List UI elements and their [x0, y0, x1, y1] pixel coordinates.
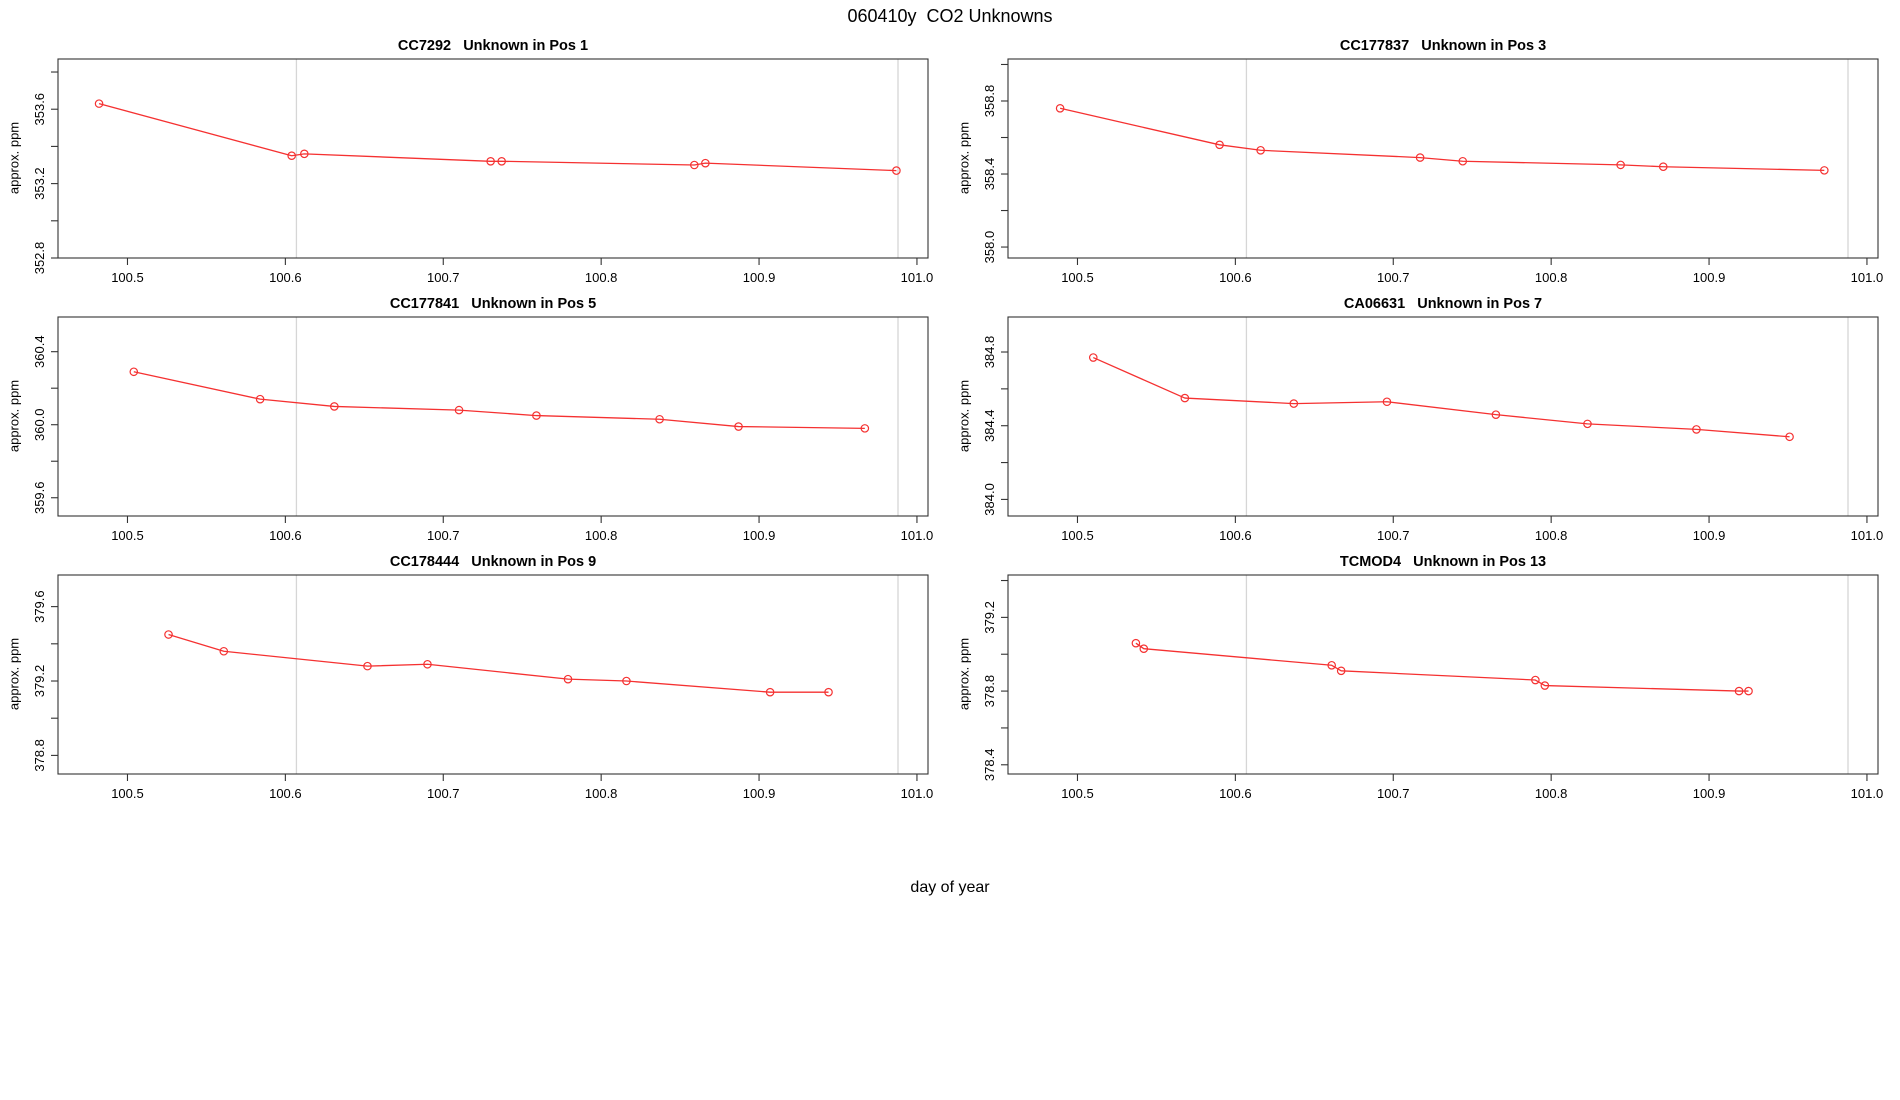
figure-title: 060410y CO2 Unknowns [847, 6, 1053, 26]
svg-text:101.0: 101.0 [1851, 528, 1884, 543]
svg-text:100.6: 100.6 [269, 786, 302, 801]
svg-text:100.6: 100.6 [1219, 786, 1252, 801]
svg-text:358.0: 358.0 [982, 231, 997, 264]
svg-text:100.9: 100.9 [1693, 528, 1726, 543]
svg-text:100.7: 100.7 [427, 528, 460, 543]
svg-text:101.0: 101.0 [901, 786, 934, 801]
svg-text:360.0: 360.0 [32, 408, 47, 441]
panel-pos1-ylabel: approx. ppm [6, 121, 22, 195]
svg-text:353.6: 353.6 [32, 93, 47, 126]
panel-pos3-plot: 100.5 100.6 100.7 100.8 100.9 101.0 358.0 358.4… [982, 58, 1884, 285]
svg-text:379.6: 379.6 [32, 590, 47, 623]
panel-pos3-ylabel: approx. ppm [956, 121, 972, 195]
svg-text:100.8: 100.8 [1535, 528, 1568, 543]
svg-text:100.9: 100.9 [743, 270, 776, 285]
panel-pos1-title: CC7292 Unknown in Pos 1 [397, 38, 589, 54]
svg-text:100.9: 100.9 [743, 528, 776, 543]
svg-text:100.7: 100.7 [427, 270, 460, 285]
svg-text:100.6: 100.6 [269, 270, 302, 285]
panel-pos13: 100.5 100.6 100.7 100.8 100.9 101.0 378.4 378.8… [950, 546, 1900, 809]
svg-text:379.2: 379.2 [32, 665, 47, 698]
svg-text:100.6: 100.6 [1219, 270, 1252, 285]
panel-pos13-title: TCMOD4 Unknown in Pos 13 [1339, 554, 1547, 570]
svg-text:100.7: 100.7 [1377, 270, 1410, 285]
panel-pos5: 100.5 100.6 100.7 100.8 100.9 101.0 359.6 360.0… [0, 288, 950, 551]
svg-text:358.4: 358.4 [982, 158, 997, 191]
panel-pos7-ylabel: approx. ppm [956, 379, 972, 453]
svg-text:100.7: 100.7 [1377, 786, 1410, 801]
panel-pos3-title: CC177837 Unknown in Pos 3 [1339, 38, 1547, 54]
panel-pos9-ylabel: approx. ppm [6, 637, 22, 711]
svg-text:378.8: 378.8 [982, 675, 997, 708]
svg-text:101.0: 101.0 [901, 528, 934, 543]
svg-text:100.5: 100.5 [111, 786, 144, 801]
svg-text:100.8: 100.8 [585, 270, 618, 285]
svg-text:101.0: 101.0 [1851, 270, 1884, 285]
x-axis-title: day of year [910, 879, 990, 896]
svg-text:100.8: 100.8 [1535, 786, 1568, 801]
svg-text:360.4: 360.4 [32, 335, 47, 368]
svg-text:378.8: 378.8 [32, 739, 47, 772]
panel-pos7-plot: 100.5 100.6 100.7 100.8 100.9 101.0 384.0 384.4… [982, 316, 1884, 543]
svg-text:101.0: 101.0 [1851, 786, 1884, 801]
svg-text:101.0: 101.0 [901, 270, 934, 285]
svg-text:100.6: 100.6 [269, 528, 302, 543]
panel-pos9-plot: 100.5 100.6 100.7 100.8 100.9 101.0 378.8 379.2… [32, 574, 934, 801]
panel-pos7: 100.5 100.6 100.7 100.8 100.9 101.0 384.0 384.4… [950, 288, 1900, 551]
panel-pos5-plot: 100.5 100.6 100.7 100.8 100.9 101.0 359.6 360.0… [32, 316, 934, 543]
panel-pos13-ylabel: approx. ppm [956, 637, 972, 711]
svg-text:100.5: 100.5 [1061, 270, 1094, 285]
svg-text:384.0: 384.0 [982, 483, 997, 516]
svg-text:100.5: 100.5 [111, 528, 144, 543]
svg-text:379.2: 379.2 [982, 601, 997, 634]
svg-text:100.7: 100.7 [1377, 528, 1410, 543]
panel-pos5-ylabel: approx. ppm [6, 379, 22, 453]
svg-text:353.2: 353.2 [32, 167, 47, 200]
svg-text:100.8: 100.8 [1535, 270, 1568, 285]
panel-pos13-plot: 100.5 100.6 100.7 100.8 100.9 101.0 378.4 378.8… [982, 574, 1884, 801]
svg-text:100.5: 100.5 [111, 270, 144, 285]
panel-pos1-plot: 100.5 100.6 100.7 100.8 100.9 101.0 352.8 353.2… [32, 58, 934, 285]
panel-pos9: 100.5 100.6 100.7 100.8 100.9 101.0 378.8 379.2… [0, 546, 950, 809]
svg-text:100.9: 100.9 [743, 786, 776, 801]
svg-text:384.8: 384.8 [982, 336, 997, 369]
panel-pos5-title: CC177841 Unknown in Pos 5 [389, 296, 597, 312]
panel-pos3: 100.5 100.6 100.7 100.8 100.9 101.0 358.0 358.4… [950, 30, 1900, 293]
svg-text:100.5: 100.5 [1061, 528, 1094, 543]
svg-text:100.5: 100.5 [1061, 786, 1094, 801]
svg-text:358.8: 358.8 [982, 85, 997, 118]
svg-text:359.6: 359.6 [32, 481, 47, 514]
svg-text:378.4: 378.4 [982, 749, 997, 782]
svg-text:100.9: 100.9 [1693, 786, 1726, 801]
svg-text:100.8: 100.8 [585, 786, 618, 801]
panel-pos9-title: CC178444 Unknown in Pos 9 [389, 554, 597, 570]
svg-text:384.4: 384.4 [982, 409, 997, 442]
panel-pos1: 100.5 100.6 100.7 100.8 100.9 101.0 352.8 353.2… [0, 30, 950, 293]
svg-text:100.6: 100.6 [1219, 528, 1252, 543]
svg-text:100.8: 100.8 [585, 528, 618, 543]
svg-text:100.7: 100.7 [427, 786, 460, 801]
svg-text:352.8: 352.8 [32, 242, 47, 275]
svg-text:100.9: 100.9 [1693, 270, 1726, 285]
panel-pos7-title: CA06631 Unknown in Pos 7 [1343, 296, 1543, 312]
